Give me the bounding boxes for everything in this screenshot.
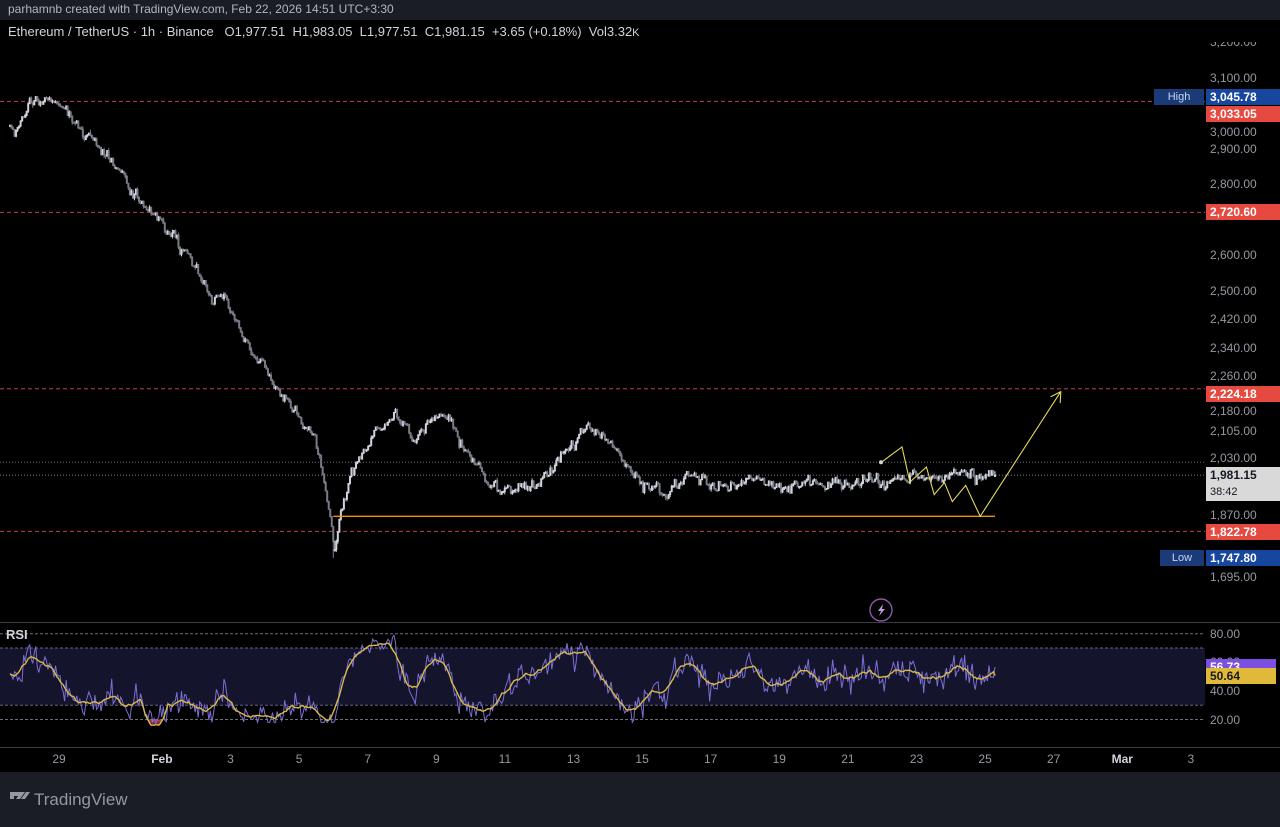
svg-text:RSI: RSI [6,627,28,642]
